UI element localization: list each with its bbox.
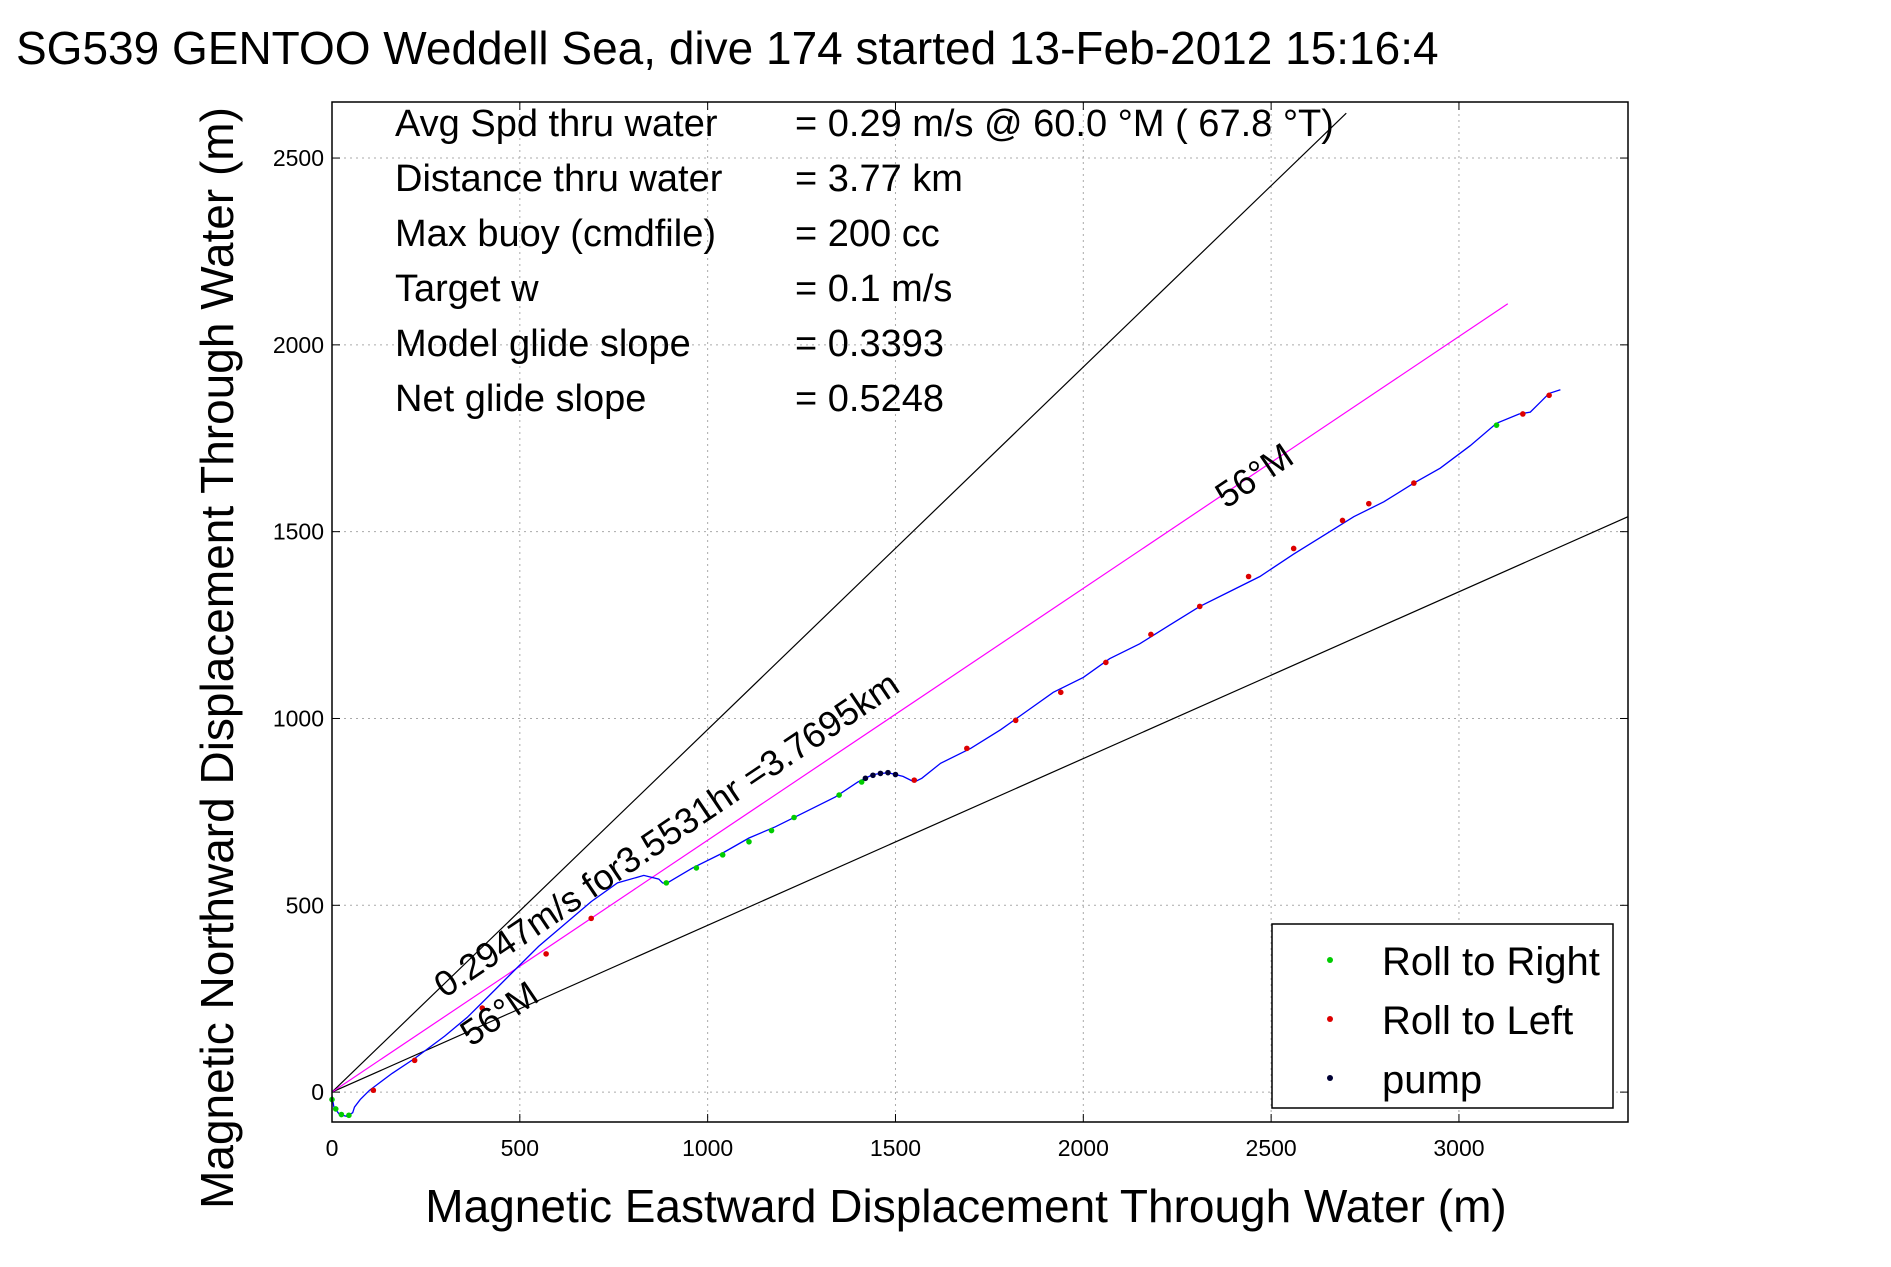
info-value: = 0.29 m/s @ 60.0 °M ( 67.8 °T) [795, 103, 1334, 145]
marker-roll-to-left [1546, 392, 1552, 399]
marker-roll-to-left [1520, 411, 1526, 417]
legend-marker-roll-to-left [1327, 1016, 1333, 1022]
reference-line-lower-bound [331, 516, 1629, 1093]
x-tick-label: 500 [501, 1135, 539, 1161]
marker-roll-to-right [858, 779, 865, 785]
marker-roll-to-left [1290, 545, 1297, 552]
reference-lines [331, 112, 1629, 1093]
marker-pump [862, 775, 869, 782]
info-label: Distance thru water [395, 158, 723, 200]
info-label: Net glide slope [395, 378, 646, 420]
legend-marker-pump [1327, 1075, 1333, 1081]
marker-roll-to-right [346, 1112, 352, 1119]
info-value: = 3.77 km [795, 158, 963, 200]
info-value: = 200 cc [795, 213, 940, 255]
marker-pump [870, 772, 876, 779]
marker-pump [885, 769, 891, 776]
marker-roll-to-right [332, 1106, 339, 1112]
marker-pump [892, 771, 899, 778]
marker-roll-to-right [768, 827, 775, 834]
y-tick-label: 0 [311, 1079, 324, 1105]
marker-roll-to-left [911, 777, 918, 783]
info-value: = 0.5248 [795, 378, 944, 420]
info-label: Max buoy (cmdfile) [395, 213, 716, 255]
ticks: 0 500 1000 1500 2000 2500 3000 0 500 1000 1500 2000… [273, 102, 1628, 1161]
legend-label-roll-to-right: Roll to Right [1382, 940, 1600, 984]
marker-roll-to-right [693, 865, 700, 871]
marker-roll-to-left [479, 1005, 486, 1011]
marker-roll-to-left [1245, 573, 1252, 580]
reference-line-heading-line [331, 303, 1509, 1093]
marker-roll-to-left [1057, 689, 1064, 696]
marker-roll-to-left [370, 1087, 377, 1094]
legend-label-roll-to-left: Roll to Left [1382, 999, 1573, 1043]
info-label: Target w [395, 268, 539, 310]
annotation-text: 56°M [1208, 435, 1301, 516]
marker-roll-to-left [1411, 480, 1417, 486]
x-tick-label: 1500 [870, 1135, 921, 1161]
info-block: Avg Spd thru water = 0.29 m/s @ 60.0 °M (… [395, 103, 1334, 420]
x-tick-label: 0 [326, 1135, 339, 1161]
marker-roll-to-left [1366, 500, 1372, 507]
marker-roll-to-right [836, 792, 842, 798]
info-label: Model glide slope [395, 323, 691, 365]
info-value: = 0.3393 [795, 323, 944, 365]
marker-roll-to-left [964, 745, 970, 752]
y-tick-label: 2000 [273, 332, 324, 358]
marker-roll-to-left [1012, 717, 1019, 724]
marker-roll-to-right [338, 1111, 345, 1118]
marker-roll-to-right [1493, 422, 1500, 428]
x-tick-label: 2500 [1246, 1135, 1297, 1161]
annotation-text: 0.2947m/s for3.5531hr =3.7695km [426, 663, 906, 1005]
marker-roll-to-right [791, 814, 797, 821]
info-label: Avg Spd thru water [395, 103, 718, 145]
legend: Roll to Right Roll to Left pump [1271, 923, 1614, 1109]
marker-roll-to-left [588, 915, 594, 922]
marker-roll-to-left [1103, 659, 1109, 666]
reference-line-upper-bound [331, 112, 1347, 1093]
x-tick-label: 1000 [682, 1135, 733, 1161]
y-tick-label: 1500 [273, 519, 324, 545]
marker-roll-to-left [1148, 631, 1154, 638]
marker-roll-to-left [543, 951, 549, 957]
marker-roll-to-right [719, 852, 726, 858]
marker-roll-to-left [411, 1057, 418, 1064]
marker-roll-to-left [1339, 517, 1346, 524]
marker-roll-to-right [746, 838, 752, 845]
x-tick-label: 3000 [1433, 1135, 1484, 1161]
legend-label-pump: pump [1382, 1058, 1482, 1102]
y-axis-label: Magnetic Northward Displacement Through … [191, 107, 243, 1209]
chart-title: SG539 GENTOO Weddell Sea, dive 174 start… [16, 22, 1439, 74]
markers [329, 392, 1552, 1119]
x-axis-label: Magnetic Eastward Displacement Through W… [425, 1180, 1506, 1232]
x-tick-label: 2000 [1058, 1135, 1109, 1161]
y-tick-label: 500 [286, 892, 324, 918]
y-tick-label: 1000 [273, 705, 324, 731]
legend-marker-roll-to-right [1327, 957, 1333, 963]
plot-frame [331, 101, 1629, 1123]
info-value: = 0.1 m/s [795, 268, 952, 310]
marker-roll-to-right [663, 880, 670, 886]
y-tick-label: 2500 [273, 145, 324, 171]
marker-pump [877, 770, 884, 777]
marker-roll-to-left [1196, 603, 1203, 610]
